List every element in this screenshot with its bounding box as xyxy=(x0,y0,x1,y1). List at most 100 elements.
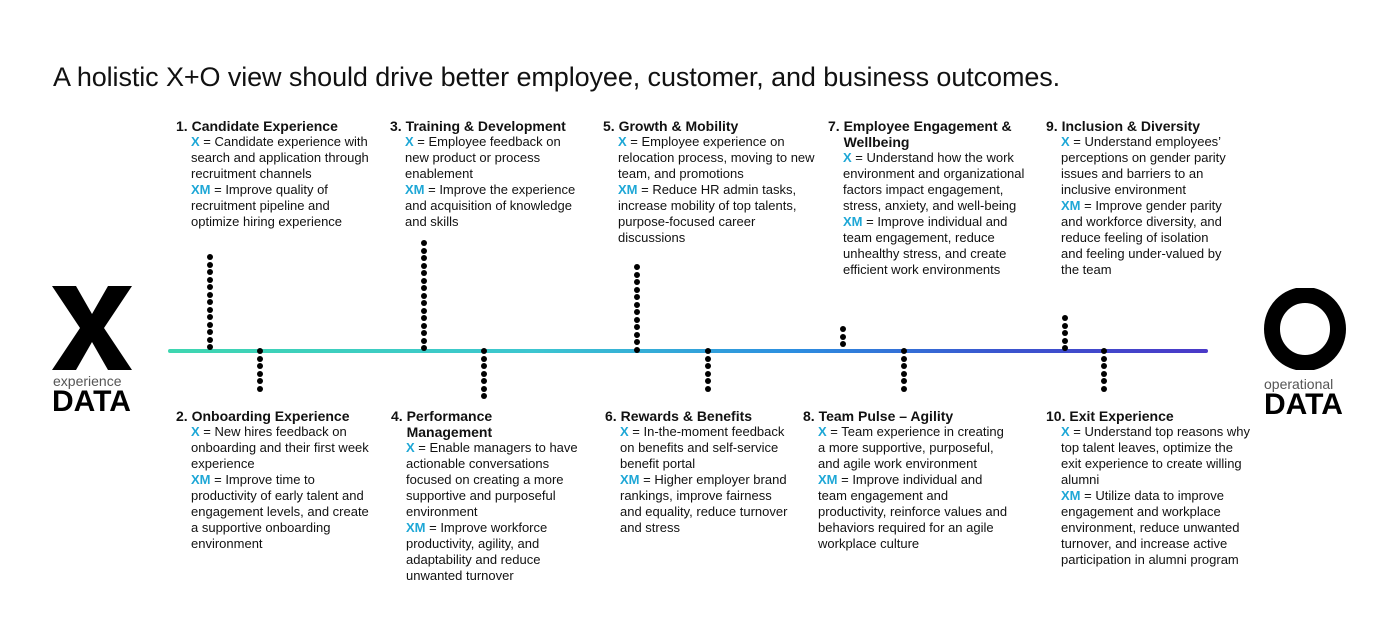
x-text: = Employee experience on relocation proc… xyxy=(618,134,815,181)
connector-dot xyxy=(1101,370,1107,377)
connector-dot xyxy=(257,348,263,354)
connector-dot xyxy=(421,262,427,269)
stage-title: Inclusion & Diversity xyxy=(1061,118,1201,134)
connector-dot xyxy=(207,306,213,313)
stage-5: 5. Growth & Mobility X = Employee experi… xyxy=(603,118,815,246)
stage-number: 6. xyxy=(605,408,617,424)
connector-dot xyxy=(705,348,711,354)
x-label: X xyxy=(1061,424,1070,439)
connector-dot xyxy=(257,378,263,384)
stage-title: Employee Engagement & Wellbeing xyxy=(843,118,1012,150)
xm-label: XM xyxy=(843,214,863,229)
x-label: X xyxy=(818,424,827,439)
connector-dot xyxy=(634,279,640,285)
x-text: = Candidate experience with search and a… xyxy=(191,134,369,181)
connector-dot xyxy=(207,329,213,335)
connector-dot xyxy=(481,370,487,377)
timeline-line xyxy=(168,349,1208,353)
page-title: A holistic X+O view should drive better … xyxy=(53,62,1061,92)
stage-title: Growth & Mobility xyxy=(618,118,739,134)
connector-dot xyxy=(421,300,427,306)
stage-10: 10. Exit Experience X = Understand top r… xyxy=(1046,408,1250,568)
connector-dot xyxy=(840,326,846,332)
xm-label: XM xyxy=(818,472,838,487)
xm-text: = Improve individual and team engagement… xyxy=(818,472,1008,551)
stage-number: 10. xyxy=(1046,408,1066,424)
stage-9: 9. Inclusion & Diversity X = Understand … xyxy=(1046,118,1226,278)
connector-dot xyxy=(481,363,487,369)
x-label: X xyxy=(191,134,200,149)
xm-label: XM xyxy=(618,182,638,197)
connector-dot xyxy=(634,316,640,323)
stage-4: 4. Performance Management X = Enable man… xyxy=(391,408,587,584)
connector-dot xyxy=(705,385,711,392)
xm-label: XM xyxy=(406,520,426,535)
connector-dot xyxy=(634,346,640,353)
xm-text: = Improve time to productivity of early … xyxy=(191,472,369,551)
connector-dot xyxy=(901,385,907,392)
connector-dot xyxy=(1101,355,1107,362)
left-brand-word: DATA xyxy=(52,385,131,418)
connector-dot xyxy=(1062,337,1068,344)
stage-2: 2. Onboarding Experience X = New hires f… xyxy=(176,408,372,552)
x-text: = Employee feedback on new product or pr… xyxy=(405,134,561,181)
xm-text: = Improve quality of recruitment pipelin… xyxy=(191,182,343,229)
stage-number: 3. xyxy=(390,118,402,134)
connector-dot xyxy=(1062,345,1068,351)
connector-dot xyxy=(421,292,427,299)
xm-text: = Higher employer brand rankings, improv… xyxy=(620,472,788,535)
connector-dot xyxy=(901,355,907,362)
connector-dot xyxy=(207,314,213,320)
xm-text: = Reduce HR admin tasks, increase mobili… xyxy=(618,182,797,245)
x-label: X xyxy=(191,424,200,439)
connector-dot xyxy=(421,285,427,291)
x-label: X xyxy=(843,150,852,165)
xm-label: XM xyxy=(191,472,211,487)
connector-dot xyxy=(207,344,213,350)
stage-7: 7. Employee Engagement & Wellbeing X = U… xyxy=(828,118,1028,278)
connector-dot xyxy=(705,378,711,384)
stage-3: 3. Training & Development X = Employee f… xyxy=(390,118,586,230)
stage-1: 1. Candidate Experience X = Candidate ex… xyxy=(176,118,372,230)
connector-dot xyxy=(207,291,213,298)
connector-dot xyxy=(1101,385,1107,392)
stage-number: 4. xyxy=(391,408,403,424)
connector-dot xyxy=(257,385,263,392)
connector-dot xyxy=(421,270,427,276)
connector-dot xyxy=(840,333,846,340)
stage-number: 9. xyxy=(1046,118,1058,134)
x-text: = Understand how the work environment an… xyxy=(843,150,1025,213)
connector-dot xyxy=(901,363,907,369)
xm-label: XM xyxy=(1061,198,1081,213)
connector-dot xyxy=(705,370,711,377)
connector-dot xyxy=(207,336,213,343)
xm-label: XM xyxy=(1061,488,1081,503)
connector-dot xyxy=(207,276,213,283)
x-text: = In-the-moment feedback on benefits and… xyxy=(620,424,785,471)
connector-dot xyxy=(481,393,487,399)
connector-dot xyxy=(421,247,427,254)
connector-dot xyxy=(634,271,640,278)
connector-dot xyxy=(901,378,907,384)
o-logo-icon xyxy=(1264,288,1346,370)
connector-dot xyxy=(257,355,263,362)
connector-dot xyxy=(421,307,427,314)
connector-dot xyxy=(481,378,487,384)
x-text: = New hires feedback on onboarding and t… xyxy=(191,424,369,471)
connector-dot xyxy=(1101,378,1107,384)
connector-dot xyxy=(1062,315,1068,321)
xm-label: XM xyxy=(191,182,211,197)
stage-number: 7. xyxy=(828,118,840,134)
left-brand-sub: experience xyxy=(53,373,122,389)
xm-label: XM xyxy=(405,182,425,197)
stage-title: Rewards & Benefits xyxy=(620,408,753,424)
stage-number: 5. xyxy=(603,118,615,134)
connector-dot xyxy=(634,286,640,293)
connector-dot xyxy=(421,277,427,284)
connector-dot xyxy=(705,355,711,362)
x-logo-icon xyxy=(52,286,132,370)
xm-text: = Utilize data to improve engagement and… xyxy=(1061,488,1240,567)
connector-dot xyxy=(207,284,213,290)
connector-dot xyxy=(634,301,640,308)
connector-dot xyxy=(634,339,640,345)
